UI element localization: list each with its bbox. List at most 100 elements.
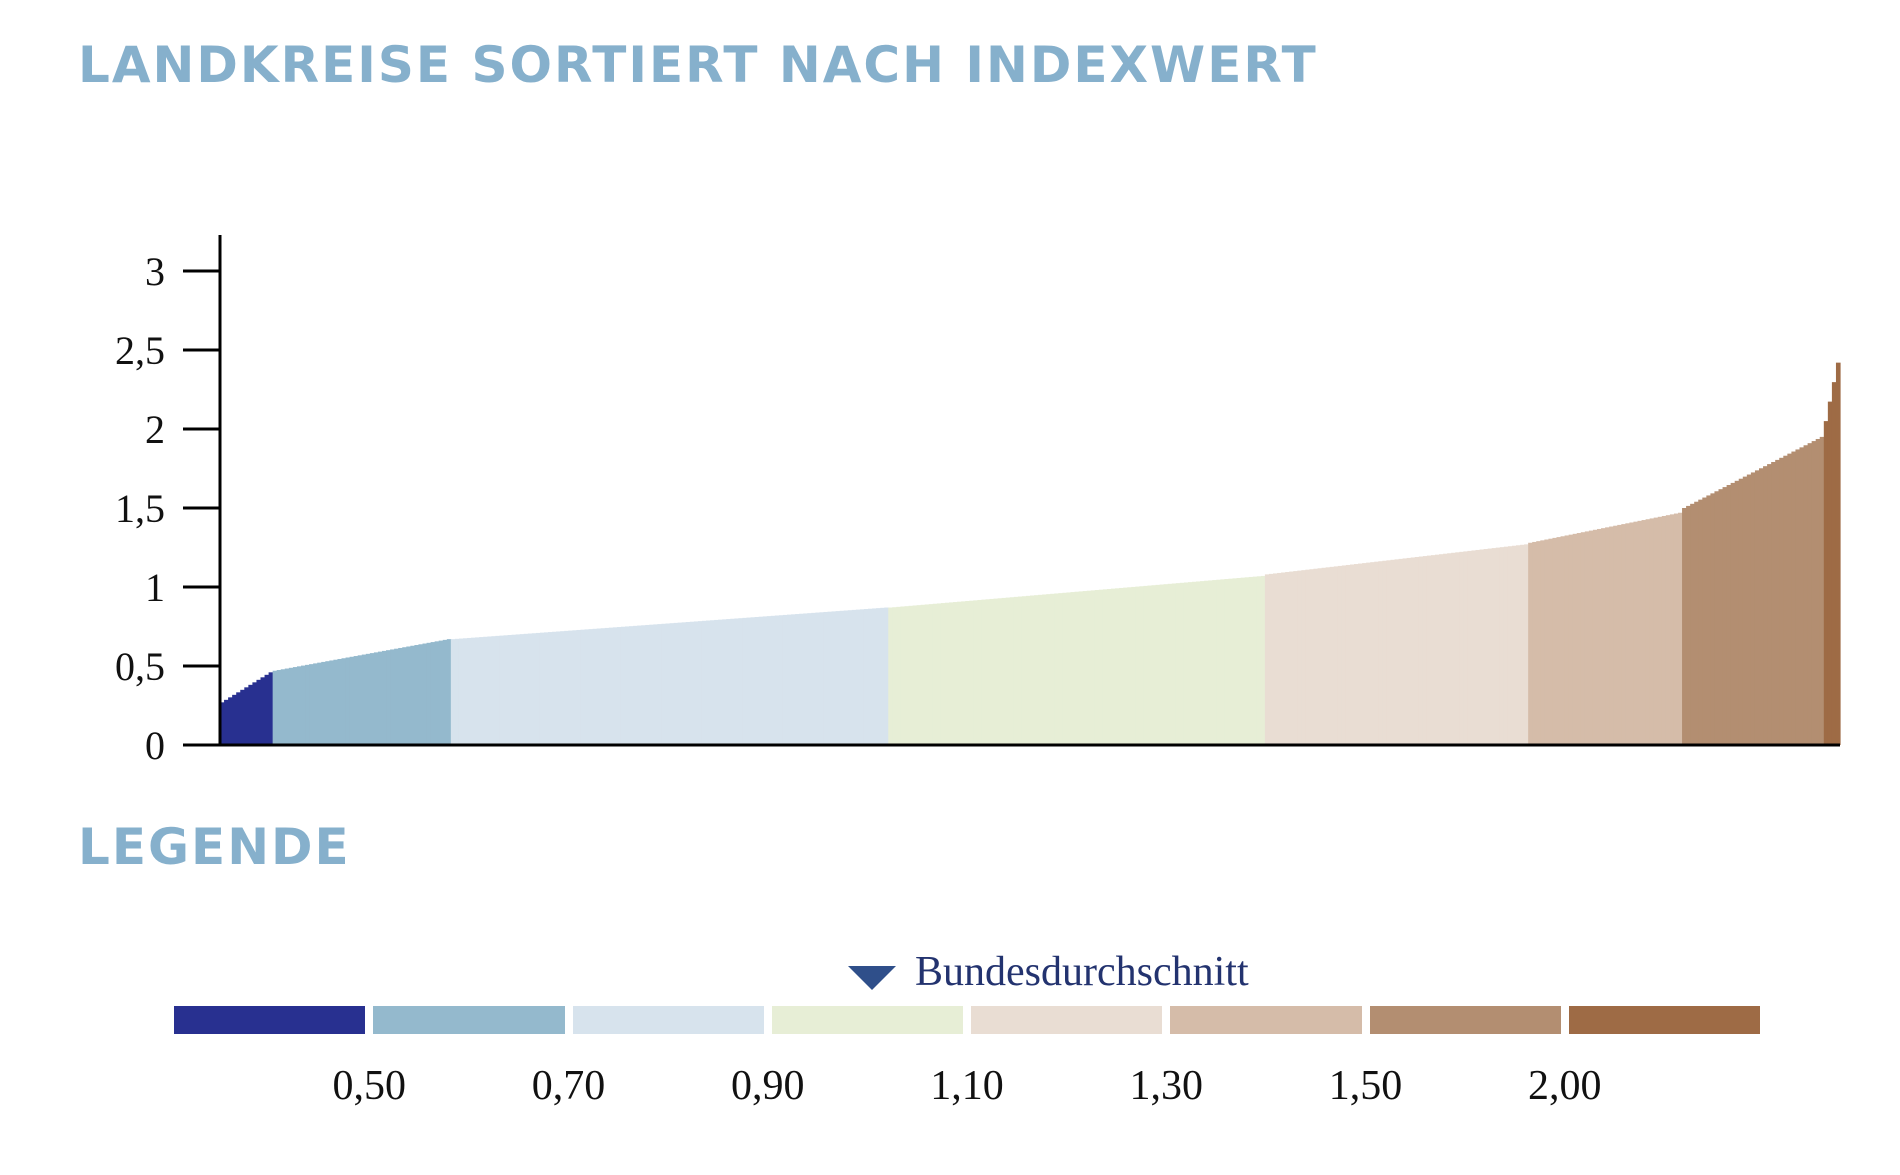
district-bar [681, 622, 687, 745]
axes-layer: 0 0,5 1 1,5 2 2,5 3 [115, 235, 1840, 768]
district-bar [1252, 576, 1258, 745]
district-bar [1722, 487, 1728, 745]
district-bar [629, 626, 634, 745]
district-bar [1139, 586, 1144, 745]
district-bar [544, 632, 549, 745]
district-bar [1706, 495, 1711, 745]
district-bar [515, 634, 521, 745]
district-bar [479, 637, 484, 745]
district-bar [394, 648, 399, 745]
district-bar [1374, 561, 1379, 745]
legend-boundary-label: 1,30 [1129, 1063, 1204, 1109]
district-bar [1520, 544, 1525, 745]
district-bar [1135, 586, 1140, 745]
district-bar [527, 633, 533, 745]
district-bar [1349, 564, 1355, 745]
district-bar [924, 604, 930, 745]
district-bar [560, 631, 565, 745]
district-bar [1066, 592, 1072, 745]
district-bar [689, 621, 695, 745]
district-bar [1471, 550, 1477, 745]
district-bar [382, 650, 387, 745]
district-bar [422, 643, 428, 745]
district-bar [1414, 557, 1420, 745]
district-bar [819, 612, 825, 745]
district-bar [1823, 421, 1829, 745]
district-bar [1001, 597, 1007, 745]
district-bar [912, 605, 918, 745]
district-bar [1694, 501, 1699, 745]
district-bar [851, 609, 857, 745]
district-bar [653, 624, 658, 745]
district-bar [1171, 583, 1177, 745]
district-bar [487, 636, 492, 745]
district-bar [847, 610, 853, 745]
district-bar [1435, 554, 1440, 745]
district-bar [576, 629, 582, 745]
district-bar [1532, 541, 1537, 745]
district-bar [697, 621, 703, 745]
district-bar [345, 657, 351, 745]
district-bar [426, 642, 432, 745]
district-bar [256, 679, 262, 745]
district-bar [1147, 585, 1153, 745]
district-bar [1115, 588, 1120, 745]
district-bar [701, 620, 707, 745]
district-bar [839, 610, 845, 745]
district-bar [1560, 536, 1566, 745]
district-bar [1690, 503, 1695, 745]
district-bar [1021, 596, 1027, 745]
district-bar [892, 607, 897, 745]
district-bar [641, 625, 646, 745]
district-bar [1811, 441, 1817, 745]
district-bar [1503, 546, 1509, 745]
district-bar [1410, 557, 1416, 745]
district-bar [1074, 591, 1080, 745]
district-bar [1297, 570, 1302, 745]
district-bar [989, 598, 995, 745]
district-bar [714, 619, 719, 745]
district-bar [1779, 457, 1784, 745]
district-bar [685, 622, 691, 745]
district-bar [1406, 557, 1412, 745]
district-bar [961, 601, 966, 745]
district-bar [758, 616, 764, 745]
legend-swatch [971, 1006, 1163, 1034]
district-bar [1742, 476, 1748, 745]
district-bar [1467, 550, 1473, 745]
district-bar [803, 613, 808, 745]
district-bar [1495, 547, 1501, 745]
district-bar [730, 618, 735, 745]
district-bar [1329, 566, 1335, 745]
district-bar [620, 626, 626, 745]
district-bar [1268, 573, 1274, 745]
y-tick-label: 0 [145, 723, 165, 768]
district-bar [1827, 401, 1833, 745]
district-bar [410, 645, 415, 745]
district-bar [973, 600, 978, 745]
district-bar [1123, 587, 1128, 745]
district-bar [778, 615, 784, 745]
district-bar [317, 662, 322, 745]
district-bar [458, 638, 464, 745]
district-bar [896, 606, 901, 745]
district-bar [1264, 574, 1270, 745]
district-bar [1637, 520, 1643, 745]
district-bar [900, 606, 906, 745]
district-bar [1240, 577, 1246, 745]
district-bar [949, 602, 954, 745]
district-bar [1362, 563, 1367, 745]
district-bar [365, 653, 371, 745]
district-bar [1090, 590, 1096, 745]
district-bar [1366, 562, 1371, 745]
district-bar [823, 611, 829, 745]
district-bar [750, 617, 756, 745]
district-bar [442, 639, 448, 745]
district-bar [1094, 590, 1100, 745]
district-bar [240, 689, 245, 745]
district-bar [1682, 508, 1687, 745]
y-tick-label: 1 [145, 565, 165, 610]
district-bar [564, 630, 569, 745]
district-bar [434, 641, 440, 745]
district-bar [1479, 549, 1485, 745]
